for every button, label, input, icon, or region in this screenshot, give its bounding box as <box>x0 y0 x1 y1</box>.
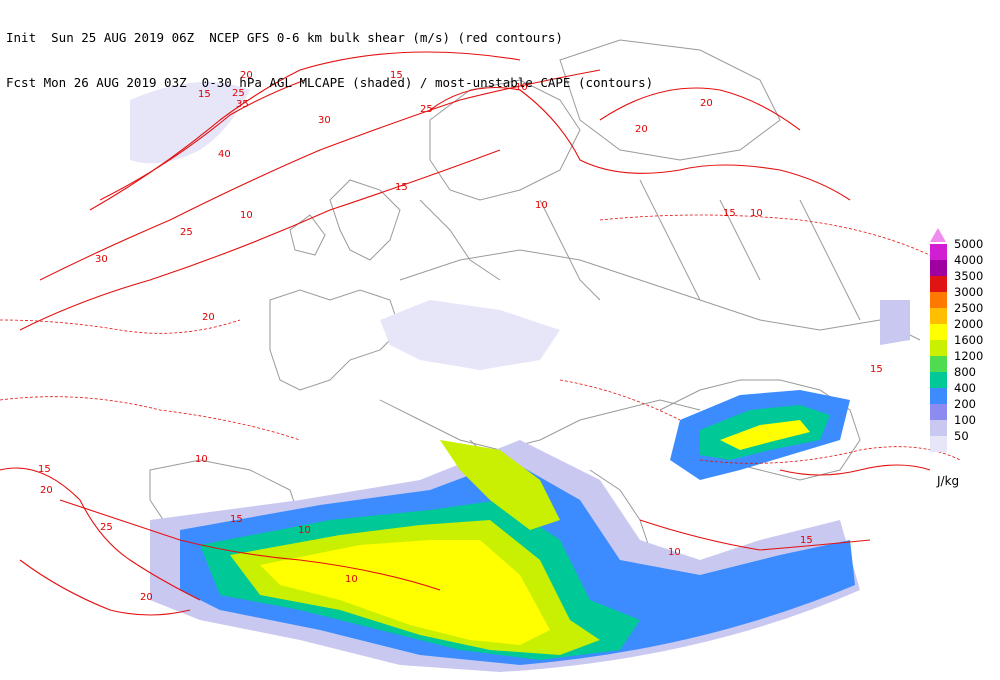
legend-swatch <box>930 260 947 276</box>
legend-label: 4000 <box>954 253 984 267</box>
shear-label: 15 <box>395 182 408 193</box>
legend-label: 200 <box>954 397 976 411</box>
legend-swatch <box>930 404 947 420</box>
legend-swatch <box>930 324 947 340</box>
legend-swatch <box>930 292 947 308</box>
shear-label: 20 <box>700 98 713 109</box>
shear-label: 10 <box>195 454 208 465</box>
legend-label: 3000 <box>954 285 984 299</box>
shear-label: 10 <box>750 208 763 219</box>
chart-header: Init Sun 25 AUG 2019 06Z NCEP GFS 0-6 km… <box>6 0 653 105</box>
legend-label: 5000 <box>954 237 984 251</box>
legend-swatch <box>930 228 946 242</box>
legend-units: J/kg <box>937 474 960 488</box>
shear-label: 20 <box>202 312 215 323</box>
shear-label: 40 <box>218 149 231 160</box>
legend-label: 2000 <box>954 317 984 331</box>
legend-swatch <box>930 340 947 356</box>
legend-label: 1200 <box>954 349 984 363</box>
legend-swatch <box>930 244 947 260</box>
shear-label: 10 <box>535 200 548 211</box>
shear-label: 15 <box>198 89 211 100</box>
shear-label: 15 <box>390 70 403 81</box>
shear-label: 10 <box>668 547 681 558</box>
legend-label: 400 <box>954 381 976 395</box>
shear-label: 30 <box>318 115 331 126</box>
init-line: Init Sun 25 AUG 2019 06Z NCEP GFS 0-6 km… <box>6 30 563 45</box>
shear-label: 10 <box>298 525 311 536</box>
legend-swatch <box>930 388 947 404</box>
legend-label: 800 <box>954 365 976 379</box>
forecast-line: Fcst Mon 26 AUG 2019 03Z 0-30 hPa AGL ML… <box>6 75 654 90</box>
shear-label: 20 <box>40 485 53 496</box>
shear-label: 25 <box>420 104 433 115</box>
legend-swatch <box>930 372 947 388</box>
shear-labels: 15 20 25 30 35 40 10 25 30 15 20 10 25 2… <box>38 70 883 603</box>
shear-label: 35 <box>236 99 249 110</box>
shear-label: 15 <box>230 514 243 525</box>
shear-label: 15 <box>38 464 51 475</box>
legend-swatch <box>930 276 947 292</box>
shear-label: 10 <box>240 210 253 221</box>
shear-label: 15 <box>870 364 883 375</box>
legend-label: 100 <box>954 413 976 427</box>
cape-shading <box>130 82 910 672</box>
shear-label: 20 <box>635 124 648 135</box>
legend-label: 3500 <box>954 269 984 283</box>
legend-swatch <box>930 356 947 372</box>
shear-label: 25 <box>232 88 245 99</box>
shear-label: 15 <box>800 535 813 546</box>
shear-label: 20 <box>240 70 253 81</box>
shear-label: 25 <box>180 227 193 238</box>
shear-label: 25 <box>100 522 113 533</box>
legend-swatch <box>930 308 947 324</box>
shear-label: 15 <box>723 208 736 219</box>
shear-contours <box>0 51 931 616</box>
shear-label: 20 <box>140 592 153 603</box>
legend-swatch <box>930 436 947 452</box>
legend-swatch <box>930 420 947 436</box>
legend-label: 1600 <box>954 333 984 347</box>
shear-label: 10 <box>515 82 528 93</box>
shear-label: 30 <box>95 254 108 265</box>
legend-label: 2500 <box>954 301 984 315</box>
legend-label: 50 <box>954 429 969 443</box>
shear-label: 10 <box>345 574 358 585</box>
